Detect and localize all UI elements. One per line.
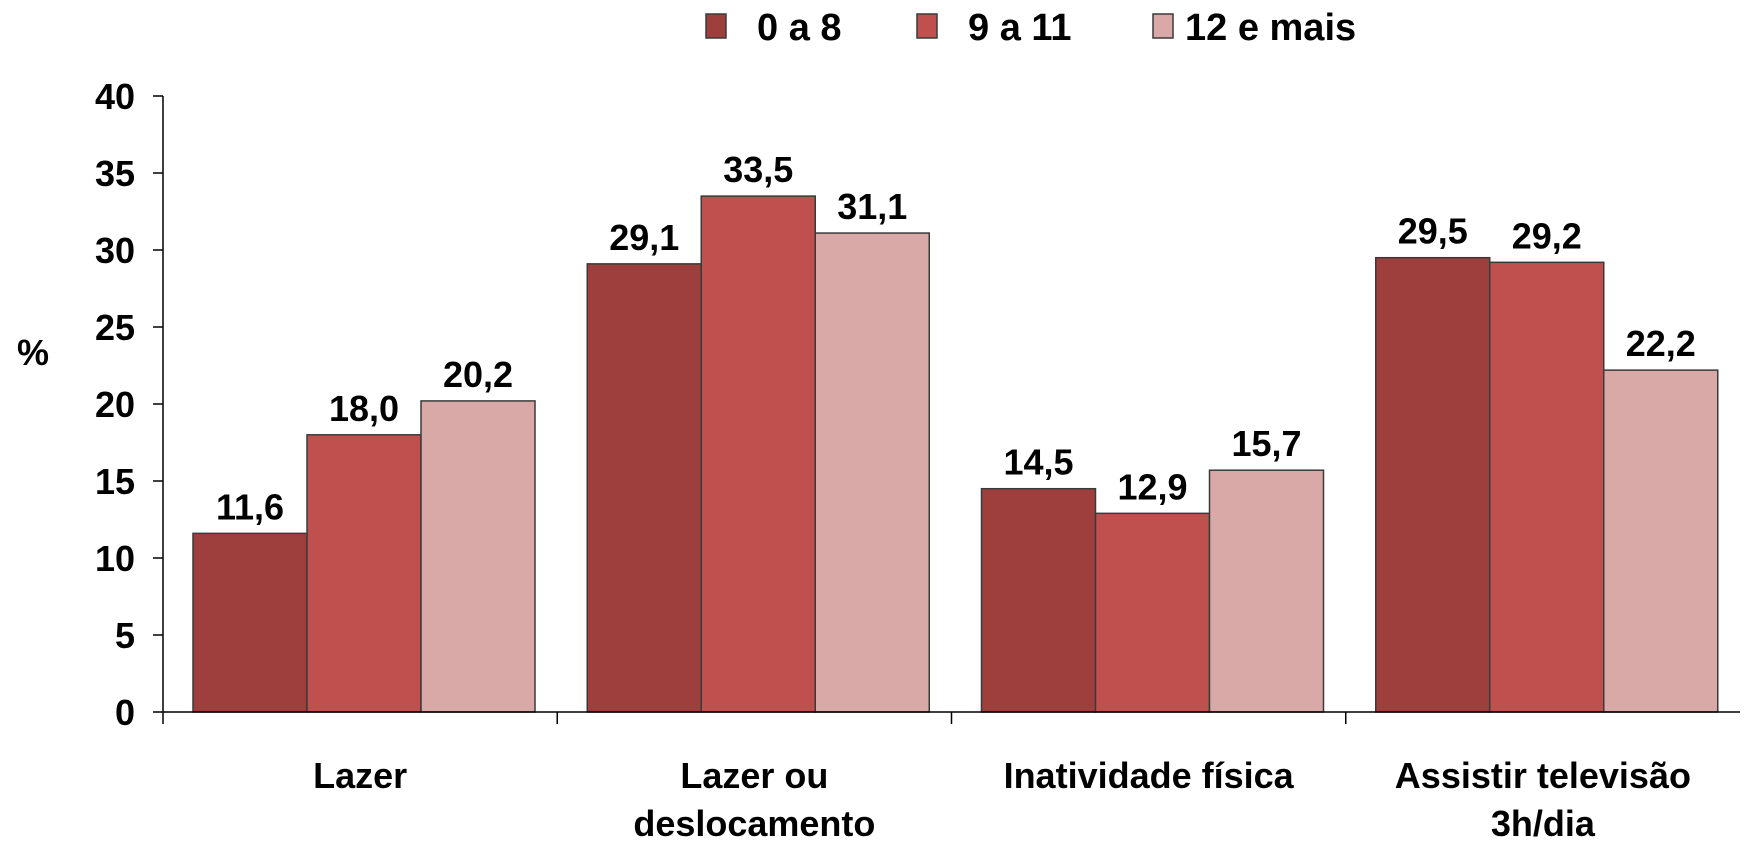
x-tick-label: Lazer (313, 755, 407, 796)
y-tick-label: 5 (115, 615, 135, 656)
legend-swatch (705, 13, 727, 39)
x-tick-label: deslocamento (633, 803, 875, 841)
x-tick-label: Inatividade física (1004, 755, 1295, 796)
y-tick-label: 30 (95, 230, 135, 271)
data-label: 18,0 (329, 388, 399, 429)
legend-swatch (916, 13, 938, 39)
data-label: 29,5 (1398, 211, 1468, 252)
bar-9-a-11 (700, 195, 816, 713)
y-tick-label: 25 (95, 307, 135, 348)
bar-12-e-mais (1603, 369, 1719, 713)
y-tick-label: 10 (95, 538, 135, 579)
x-tick-label: Lazer ou (680, 755, 828, 796)
data-label: 31,1 (837, 186, 907, 227)
data-label: 33,5 (723, 149, 793, 190)
x-tick-label: Assistir televisão (1395, 755, 1691, 796)
x-axis: Lazer Lazer ou deslocamento Inatividade fís… (162, 711, 1740, 844)
bar-9-a-11 (1489, 261, 1605, 713)
bar-9-a-11 (306, 434, 422, 713)
x-tick-label: 3h/dia (1491, 803, 1596, 841)
bar-12-e-mais (1208, 469, 1325, 713)
legend-label: 12 e mais (1185, 7, 1356, 49)
legend-label: 0 a 8 (757, 7, 842, 49)
y-tick-label: 20 (95, 384, 135, 425)
y-tick-label: 40 (95, 76, 135, 117)
bar-0-a-8 (586, 263, 702, 713)
data-label: 12,9 (1117, 466, 1187, 507)
data-label: 29,2 (1512, 215, 1582, 256)
y-tick-label: 15 (95, 461, 135, 502)
legend-swatch (1152, 13, 1174, 39)
bar-12-e-mais (814, 232, 930, 713)
y-tick-label: 35 (95, 153, 135, 194)
bars: 11,6 18,0 20,2 29,1 33,5 31,1 14,5 12,9 15,7 29,5… (192, 149, 1719, 713)
data-label: 22,2 (1626, 323, 1696, 364)
data-label: 29,1 (609, 217, 679, 258)
legend: 0 a 8 9 a 11 12 e mais (705, 7, 1356, 49)
data-label: 11,6 (216, 486, 284, 527)
y-tick-label: 0 (115, 692, 135, 733)
y-axis-label: % (17, 332, 49, 373)
bar-0-a-8 (192, 532, 308, 713)
bar-12-e-mais (420, 400, 536, 713)
legend-label: 9 a 11 (968, 7, 1072, 49)
data-label: 15,7 (1231, 423, 1301, 464)
data-label: 20,2 (443, 354, 513, 395)
data-label: 14,5 (1003, 442, 1073, 483)
bar-0-a-8 (980, 487, 1097, 713)
bar-0-a-8 (1375, 256, 1491, 713)
bar-9-a-11 (1094, 512, 1211, 713)
y-axis: 0 5 10 15 20 25 30 35 40% (17, 76, 164, 733)
